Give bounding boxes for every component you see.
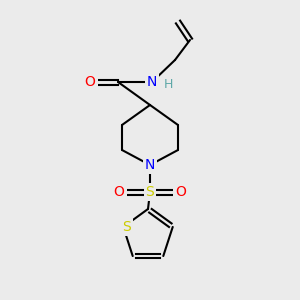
Text: N: N xyxy=(147,75,157,89)
Text: S: S xyxy=(146,185,154,199)
Text: O: O xyxy=(85,75,95,89)
Text: H: H xyxy=(164,77,173,91)
Text: O: O xyxy=(114,185,124,199)
Text: N: N xyxy=(145,158,155,172)
Text: S: S xyxy=(122,220,130,234)
Text: O: O xyxy=(176,185,186,199)
